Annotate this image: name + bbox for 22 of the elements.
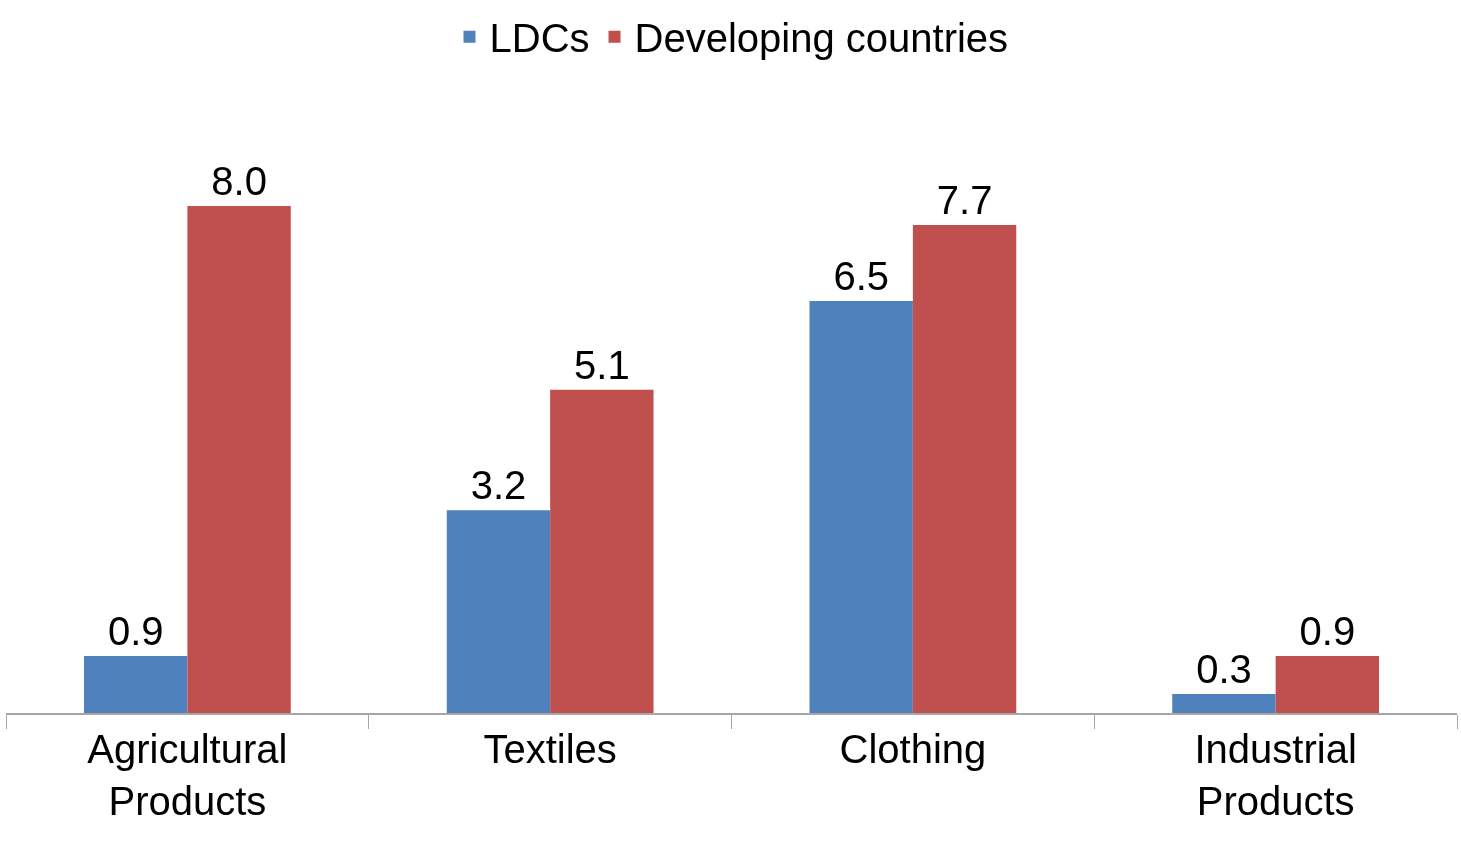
bar <box>446 510 551 713</box>
x-tick-label: Industrial Products <box>1194 727 1357 823</box>
data-label: 0.9 <box>107 608 164 653</box>
data-label: 8.0 <box>211 158 267 203</box>
bar <box>187 205 291 713</box>
data-label: 6.5 <box>833 254 889 299</box>
legend-label: LDCs <box>489 16 590 61</box>
data-label: 3.2 <box>470 463 527 508</box>
bar <box>912 225 1017 713</box>
bar <box>1275 655 1380 713</box>
bar <box>550 389 654 713</box>
data-label: 0.9 <box>1299 608 1356 653</box>
data-label: 0.3 <box>1196 646 1252 691</box>
data-label: 5.1 <box>574 342 630 387</box>
legend-label: Developing countries <box>634 16 1009 61</box>
bar <box>1172 693 1276 713</box>
bar <box>809 301 913 713</box>
data-label: 7.7 <box>936 178 993 222</box>
x-tick-label: Agricultural Products <box>87 727 288 823</box>
x-tick-label: Textiles <box>483 727 617 771</box>
bar <box>83 655 188 713</box>
x-tick-label: Clothing <box>839 727 987 771</box>
